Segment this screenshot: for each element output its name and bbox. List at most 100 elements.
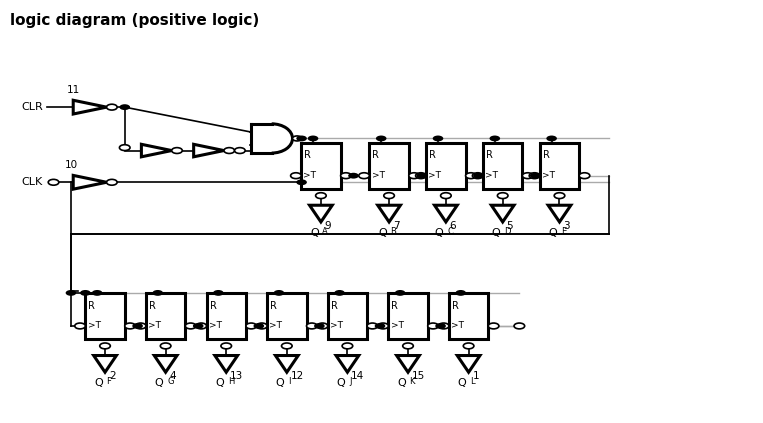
Circle shape [465, 173, 476, 179]
FancyBboxPatch shape [207, 293, 246, 339]
Circle shape [417, 173, 427, 179]
Circle shape [193, 323, 204, 329]
Circle shape [292, 136, 301, 141]
Circle shape [107, 179, 118, 185]
Circle shape [456, 290, 466, 296]
Text: B: B [391, 227, 397, 236]
Circle shape [213, 290, 224, 296]
Circle shape [307, 323, 317, 329]
Text: >T: >T [304, 171, 317, 180]
Circle shape [376, 135, 387, 141]
Circle shape [314, 323, 325, 329]
Text: R: R [149, 301, 156, 311]
Circle shape [334, 290, 345, 296]
Circle shape [340, 173, 351, 179]
Circle shape [246, 323, 256, 329]
Text: R: R [430, 151, 436, 160]
Text: R: R [270, 301, 277, 311]
Text: 1: 1 [472, 371, 479, 382]
Text: R: R [452, 301, 459, 311]
Text: Q: Q [549, 228, 557, 238]
Text: K: K [410, 377, 415, 386]
Circle shape [307, 135, 318, 141]
Circle shape [224, 148, 234, 154]
Text: C: C [447, 227, 453, 236]
Circle shape [274, 290, 285, 296]
Text: >T: >T [88, 321, 101, 330]
Text: >T: >T [485, 171, 498, 180]
Circle shape [120, 104, 130, 110]
Text: Q: Q [378, 228, 387, 238]
Circle shape [416, 173, 427, 179]
Circle shape [546, 135, 557, 141]
Circle shape [488, 323, 499, 329]
Circle shape [80, 290, 91, 296]
Text: G: G [167, 377, 174, 386]
Text: 14: 14 [351, 371, 365, 382]
Circle shape [160, 343, 171, 349]
FancyBboxPatch shape [388, 293, 428, 339]
Circle shape [403, 343, 414, 349]
Text: A: A [323, 227, 328, 236]
FancyBboxPatch shape [267, 293, 307, 339]
Text: Q: Q [458, 378, 466, 388]
Text: 7: 7 [393, 221, 400, 231]
FancyBboxPatch shape [85, 293, 124, 339]
Text: E: E [561, 227, 566, 236]
Circle shape [92, 290, 102, 296]
Text: H: H [227, 377, 234, 386]
Circle shape [100, 343, 111, 349]
Text: 10: 10 [65, 160, 78, 170]
Circle shape [253, 323, 264, 329]
Text: Q: Q [155, 378, 163, 388]
Text: L: L [470, 377, 475, 386]
Circle shape [221, 343, 231, 349]
FancyBboxPatch shape [301, 143, 340, 189]
Text: 4: 4 [169, 371, 176, 382]
Text: Q: Q [397, 378, 406, 388]
Circle shape [296, 179, 307, 185]
Text: D: D [504, 227, 510, 236]
Circle shape [530, 173, 540, 179]
Circle shape [523, 173, 533, 179]
Text: R: R [210, 301, 217, 311]
Text: >T: >T [542, 171, 555, 180]
Text: >T: >T [269, 321, 282, 330]
Circle shape [438, 323, 449, 329]
Circle shape [530, 173, 539, 179]
Circle shape [435, 323, 446, 329]
Circle shape [135, 323, 146, 329]
Circle shape [153, 290, 163, 296]
Text: Q: Q [491, 228, 501, 238]
Circle shape [433, 135, 443, 141]
Circle shape [317, 323, 328, 329]
FancyBboxPatch shape [449, 293, 488, 339]
Circle shape [472, 173, 483, 179]
Text: Q: Q [310, 228, 319, 238]
Circle shape [359, 173, 369, 179]
Circle shape [473, 173, 484, 179]
Text: CLK: CLK [21, 177, 43, 187]
Text: logic diagram (positive logic): logic diagram (positive logic) [11, 13, 259, 28]
Circle shape [384, 193, 394, 198]
Text: I: I [288, 377, 291, 386]
Text: R: R [391, 301, 398, 311]
Text: >T: >T [330, 321, 343, 330]
Text: >T: >T [372, 171, 385, 180]
Text: >T: >T [209, 321, 222, 330]
Text: 15: 15 [412, 371, 425, 382]
Circle shape [296, 135, 307, 141]
FancyBboxPatch shape [369, 143, 409, 189]
Text: Q: Q [435, 228, 443, 238]
Text: 9: 9 [325, 221, 331, 231]
Text: 2: 2 [109, 371, 115, 382]
Circle shape [579, 173, 590, 179]
Text: R: R [330, 301, 337, 311]
Circle shape [185, 323, 196, 329]
Circle shape [234, 148, 245, 154]
FancyBboxPatch shape [146, 293, 185, 339]
Text: F: F [107, 377, 111, 386]
Circle shape [66, 290, 76, 296]
Text: R: R [89, 301, 95, 311]
Circle shape [497, 193, 508, 198]
